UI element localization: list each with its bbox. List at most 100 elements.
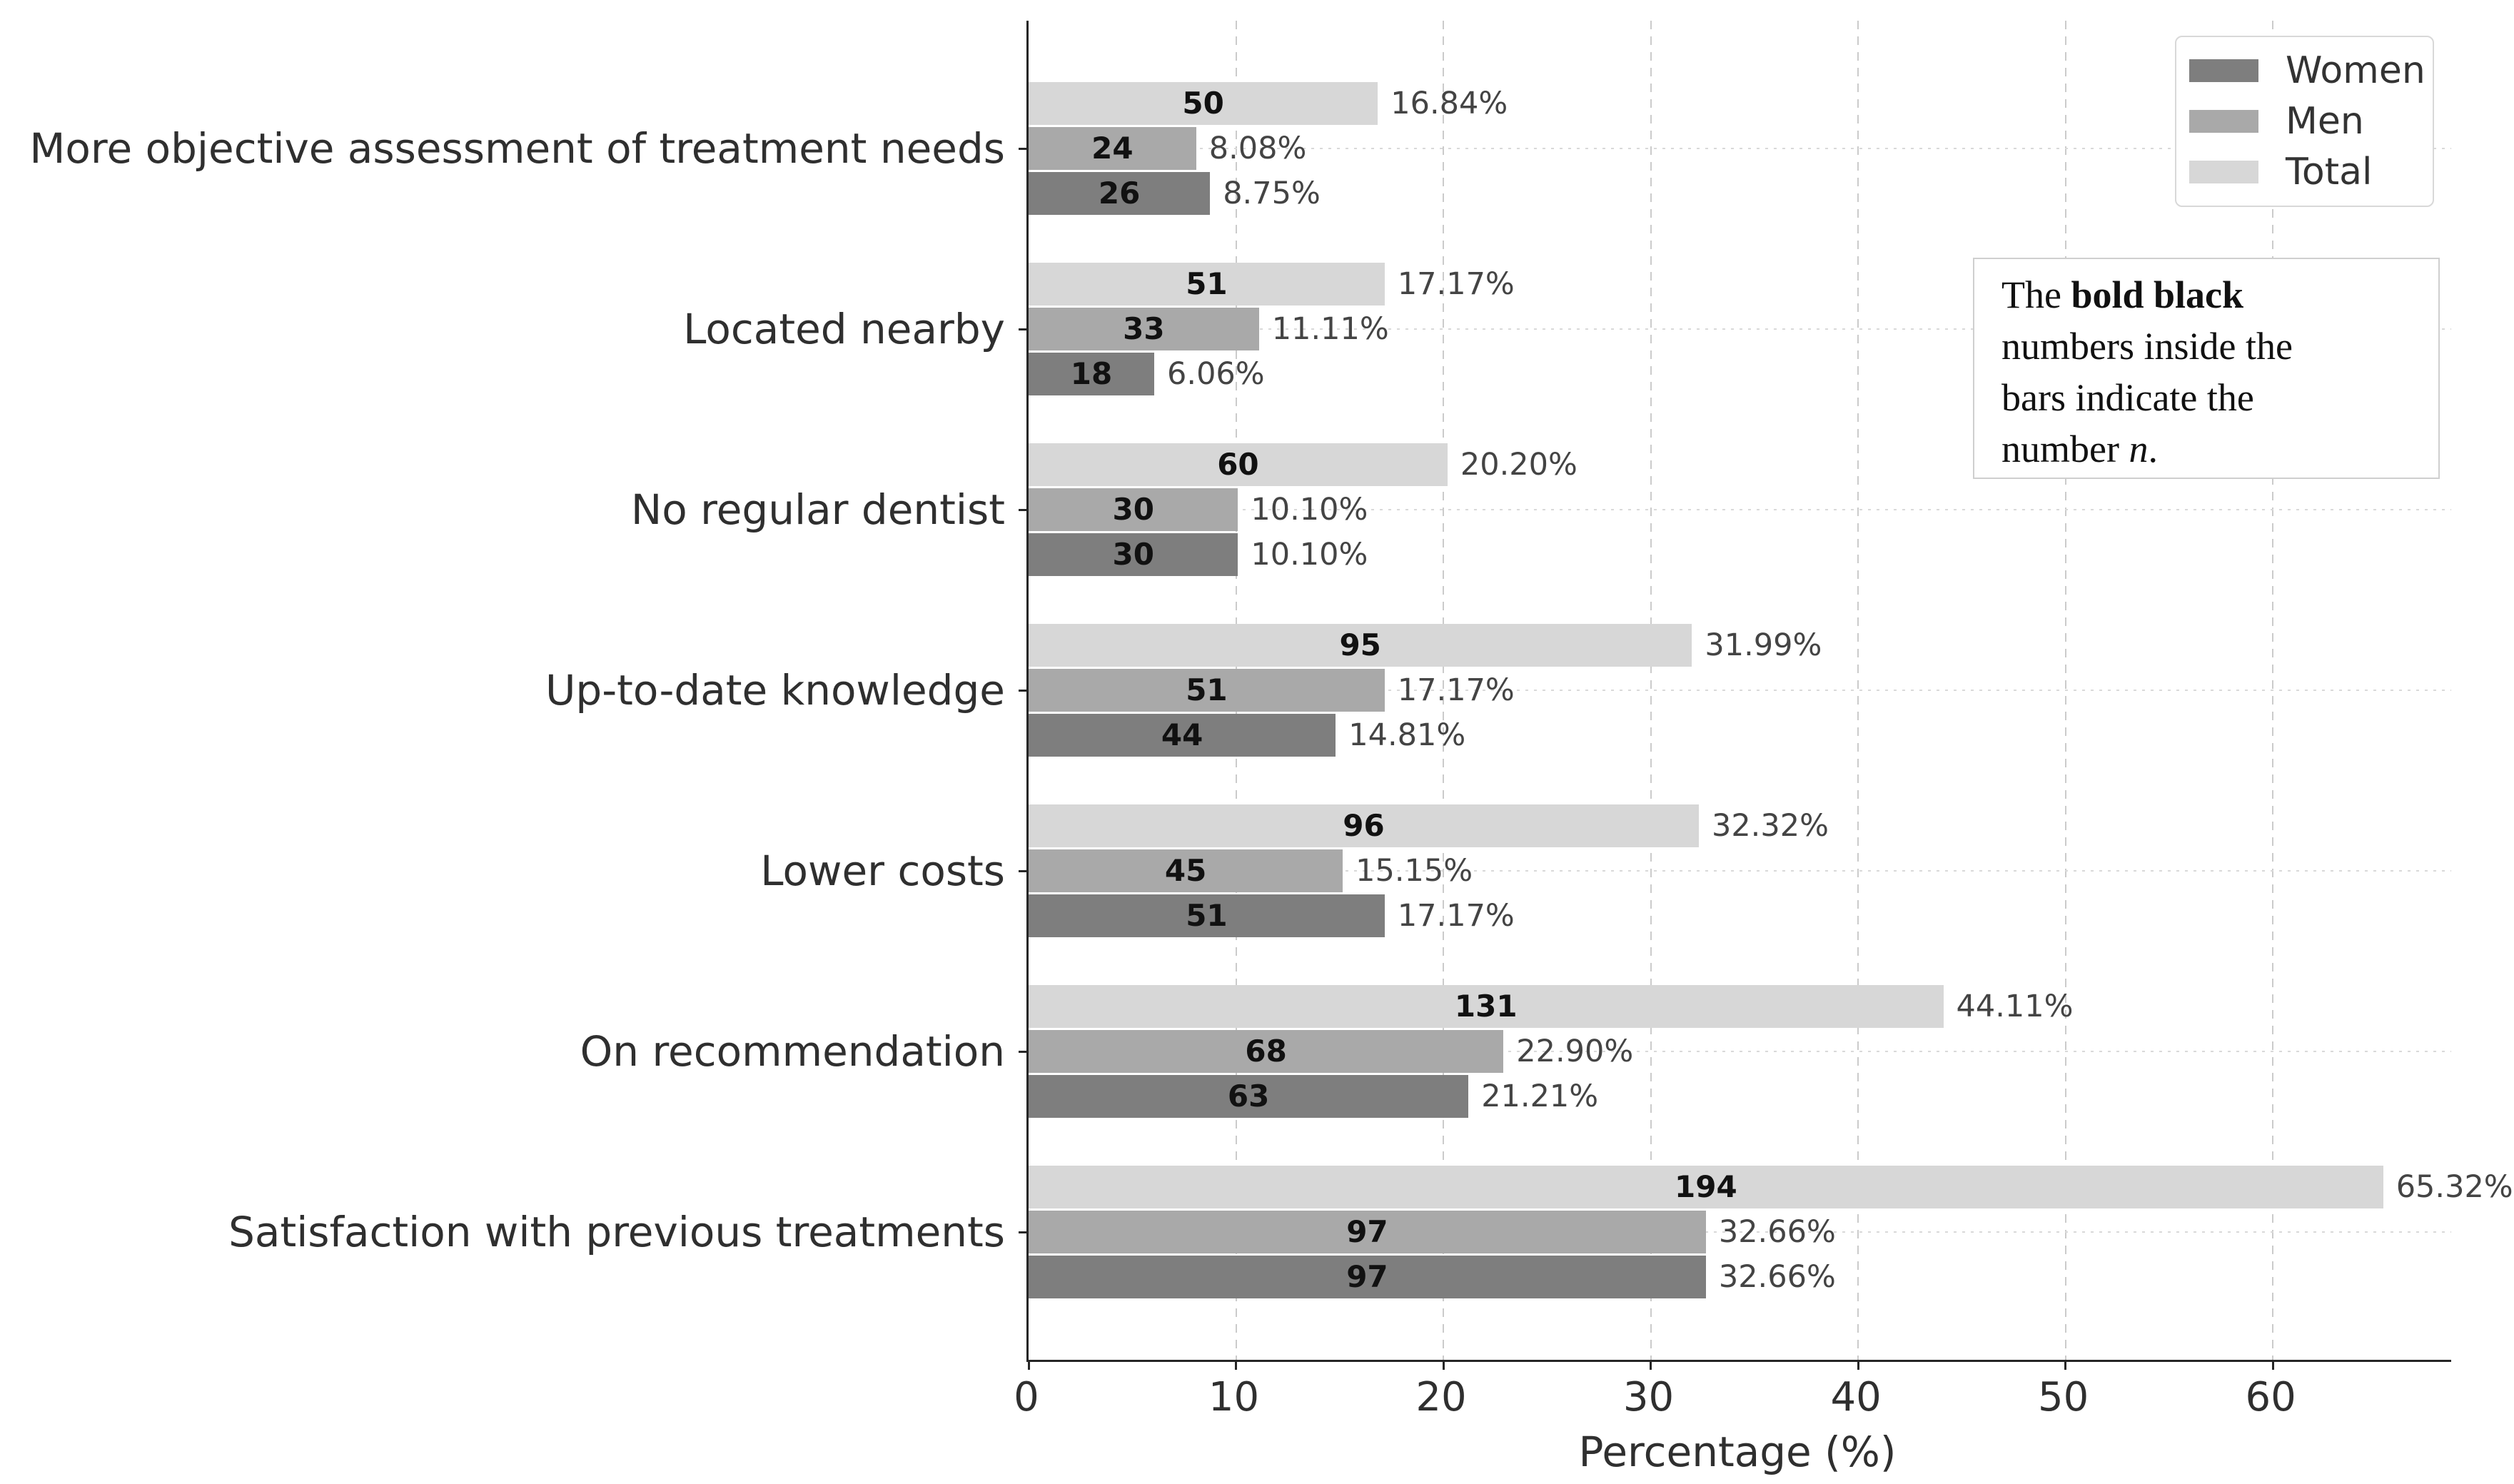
bar-count-label: 24	[1091, 131, 1134, 166]
gridline-horizontal	[1029, 870, 2451, 872]
bar-count-label: 45	[1164, 853, 1207, 888]
bar-percent-label: 32.66%	[1718, 1214, 1836, 1250]
bar-percent-label: 6.06%	[1167, 356, 1265, 392]
y-tick-mark	[1019, 508, 1029, 511]
bar-percent-label: 8.75%	[1223, 176, 1321, 211]
x-tick-mark	[1235, 1360, 1238, 1370]
bar-total: 50 16.84%	[1029, 82, 1508, 125]
gridline-horizontal	[1029, 328, 2451, 330]
bar-percent-label: 10.10%	[1251, 537, 1368, 572]
category-label: Satisfaction with previous treatments	[228, 1208, 1005, 1256]
bar-total: 51 17.17%	[1029, 263, 1515, 306]
bar-count-label: 18	[1070, 356, 1113, 391]
plot-area: 50 16.84% 24 8.08% 26 8.75% 51 17.17% 33 11.11% 18…	[1019, 21, 2513, 1370]
annotation-line: number n.	[2001, 423, 2424, 475]
legend-label: Men	[2286, 100, 2364, 143]
gridline-horizontal	[1029, 1231, 2451, 1233]
x-tick-label: 60	[2245, 1374, 2296, 1420]
legend-swatch-men	[2189, 110, 2258, 133]
legend-item: Total	[2176, 151, 2433, 193]
bar-count-label: 44	[1161, 717, 1203, 752]
bar-count-label: 131	[1454, 989, 1518, 1024]
annotation-text-segment: number	[2001, 428, 2129, 470]
bar-percent-label: 8.08%	[1208, 131, 1307, 166]
annotation-text-segment: bars indicate the	[2001, 376, 2254, 419]
y-tick-mark	[1019, 1050, 1029, 1053]
bar-count-label: 63	[1227, 1079, 1270, 1114]
gridline-horizontal	[1029, 1051, 2451, 1052]
bar-count-label: 68	[1245, 1034, 1287, 1069]
bar-women: 51 17.17%	[1029, 894, 1515, 937]
x-tick-mark	[1857, 1360, 1859, 1370]
annotation-text-segment: .	[2148, 428, 2158, 470]
bar-percent-label: 32.32%	[1711, 808, 1829, 844]
legend-swatch-women	[2189, 59, 2258, 82]
category-label: Lower costs	[760, 847, 1005, 895]
bar-count-label: 97	[1346, 1214, 1388, 1249]
annotation-box: The bold black numbers inside the bars ind…	[1973, 258, 2440, 479]
bar-count-label: 194	[1675, 1169, 1737, 1204]
bar-men: 68 22.90%	[1029, 1030, 1633, 1073]
category-label: Located nearby	[683, 305, 1005, 353]
annotation-text-segment: bold black	[2071, 273, 2244, 316]
bar-men: 51 17.17%	[1029, 669, 1515, 712]
bar-women: 63 21.21%	[1029, 1075, 1598, 1118]
x-tick-mark	[2064, 1360, 2067, 1370]
bar-count-label: 30	[1112, 492, 1154, 527]
legend-label: Women	[2286, 49, 2425, 92]
bar-women: 97 32.66%	[1029, 1256, 1836, 1298]
bar-count-label: 97	[1346, 1259, 1388, 1294]
annotation-line: The bold black	[2001, 269, 2424, 320]
bar-count-label: 60	[1217, 447, 1259, 482]
bar-count-label: 95	[1339, 627, 1381, 662]
bar-total: 60 20.20%	[1029, 443, 1577, 486]
bar-total: 95 31.99%	[1029, 624, 1822, 667]
bar-total: 96 32.32%	[1029, 804, 1829, 847]
legend: Women Men Total	[2175, 36, 2434, 207]
bar-men: 45 15.15%	[1029, 849, 1473, 892]
bar-percent-label: 22.90%	[1516, 1034, 1634, 1069]
bar-percent-label: 17.17%	[1397, 898, 1515, 934]
bar-percent-label: 10.10%	[1251, 492, 1368, 528]
y-tick-mark	[1019, 328, 1029, 330]
x-tick-label: 50	[2037, 1374, 2089, 1420]
x-tick-label: 0	[1014, 1374, 1039, 1420]
bar-count-label: 30	[1112, 537, 1154, 572]
x-tick-label: 10	[1208, 1374, 1260, 1420]
bar-percent-label: 14.81%	[1348, 717, 1466, 753]
legend-label: Total	[2286, 151, 2373, 193]
bar-percent-label: 32.66%	[1718, 1259, 1836, 1295]
bar-percent-label: 31.99%	[1705, 627, 1822, 663]
bar-percent-label: 20.20%	[1460, 447, 1577, 483]
legend-item: Women	[2176, 49, 2433, 92]
y-tick-mark	[1019, 869, 1029, 872]
annotation-line: bars indicate the	[2001, 372, 2424, 423]
bar-count-label: 51	[1186, 266, 1228, 301]
annotation-line: numbers inside the	[2001, 320, 2424, 372]
category-label: No regular dentist	[630, 485, 1005, 534]
x-tick-mark	[1027, 1360, 1030, 1370]
bar-women: 26 8.75%	[1029, 172, 1321, 215]
bar-men: 24 8.08%	[1029, 127, 1306, 170]
x-tick-mark	[2271, 1360, 2274, 1370]
bar-percent-label: 65.32%	[2396, 1169, 2513, 1205]
y-tick-mark	[1019, 1231, 1029, 1233]
x-tick-label: 40	[1830, 1374, 1882, 1420]
bar-count-label: 50	[1182, 86, 1224, 121]
x-tick-label: 20	[1415, 1374, 1467, 1420]
bar-men: 33 11.11%	[1029, 308, 1389, 350]
x-axis-title: Percentage (%)	[1578, 1428, 1897, 1476]
bar-percent-label: 11.11%	[1271, 311, 1389, 347]
bar-percent-label: 17.17%	[1397, 266, 1515, 302]
bar-count-label: 51	[1186, 672, 1228, 707]
category-label: Up-to-date knowledge	[545, 666, 1005, 715]
bar-count-label: 26	[1098, 176, 1141, 211]
bar-count-label: 51	[1186, 898, 1228, 933]
bar-percent-label: 16.84%	[1390, 86, 1508, 121]
bar-count-label: 33	[1123, 311, 1165, 346]
category-label: On recommendation	[580, 1027, 1005, 1076]
bar-percent-label: 21.21%	[1481, 1079, 1599, 1114]
y-tick-mark	[1019, 689, 1029, 692]
x-tick-mark	[1442, 1360, 1445, 1370]
